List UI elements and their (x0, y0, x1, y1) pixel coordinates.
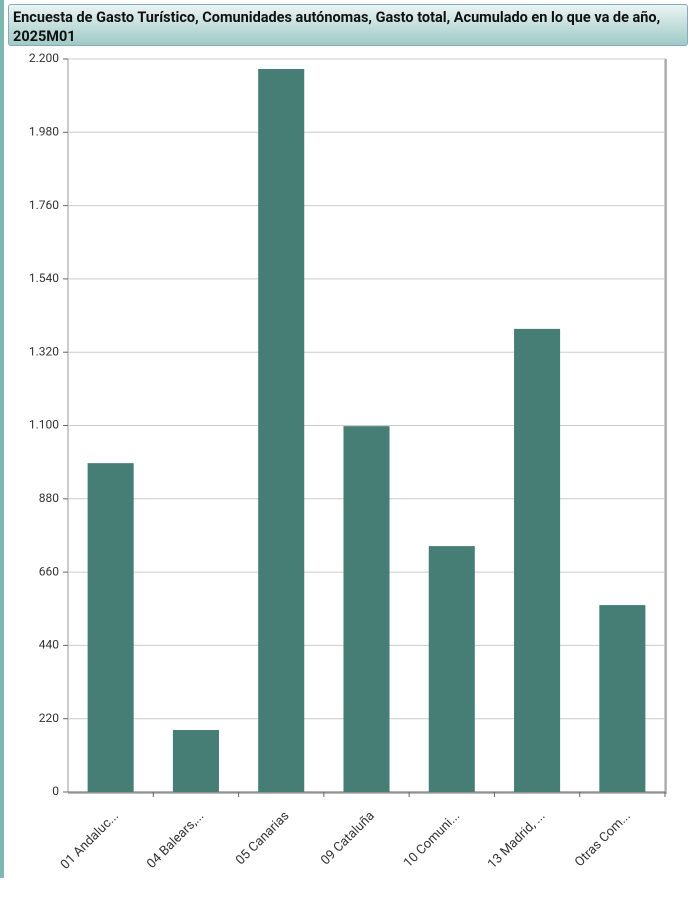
y-tick-label: 0 (52, 784, 59, 798)
chart-title: Encuesta de Gasto Turístico, Comunidades… (8, 4, 688, 46)
x-tick-label: 09 Cataluña (318, 809, 378, 869)
y-tick-label: 660 (39, 564, 59, 578)
y-tick-label: 1.980 (29, 124, 59, 138)
y-tick-label: 1.760 (29, 198, 59, 212)
bar (599, 605, 646, 792)
bar (87, 463, 134, 792)
side-stripe (0, 0, 4, 878)
x-tick-label: 10 Comuni... (401, 809, 463, 871)
x-tick-label: 05 Canarias (233, 808, 293, 868)
y-tick-label: 2.200 (29, 51, 59, 65)
y-tick-label: 440 (39, 638, 59, 652)
y-tick-label: 880 (39, 491, 59, 505)
x-tick-label: 01 Andaluc... (58, 809, 122, 873)
x-tick-label: 13 Madrid, ... (485, 809, 548, 872)
y-tick-label: 1.320 (29, 344, 59, 358)
bar (343, 426, 390, 792)
bar (258, 68, 305, 792)
y-tick-label: 220 (39, 711, 59, 725)
bar (428, 546, 475, 792)
bar (514, 328, 561, 792)
x-tick-label: Otras Com... (572, 809, 633, 870)
y-tick-label: 1.100 (29, 418, 59, 432)
x-tick-label: 04 Balears,... (144, 809, 207, 872)
bar (172, 730, 219, 792)
y-tick-label: 1.540 (29, 271, 59, 285)
